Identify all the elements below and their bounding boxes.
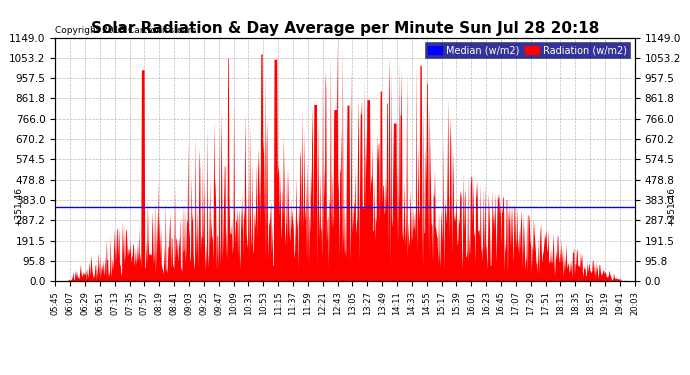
Legend: Median (w/m2), Radiation (w/m2): Median (w/m2), Radiation (w/m2)	[425, 42, 630, 58]
Text: +351.46: +351.46	[667, 187, 676, 226]
Text: Copyright 2013 Cartronics.com: Copyright 2013 Cartronics.com	[55, 26, 197, 35]
Text: +351.46: +351.46	[14, 187, 23, 226]
Title: Solar Radiation & Day Average per Minute Sun Jul 28 20:18: Solar Radiation & Day Average per Minute…	[91, 21, 599, 36]
